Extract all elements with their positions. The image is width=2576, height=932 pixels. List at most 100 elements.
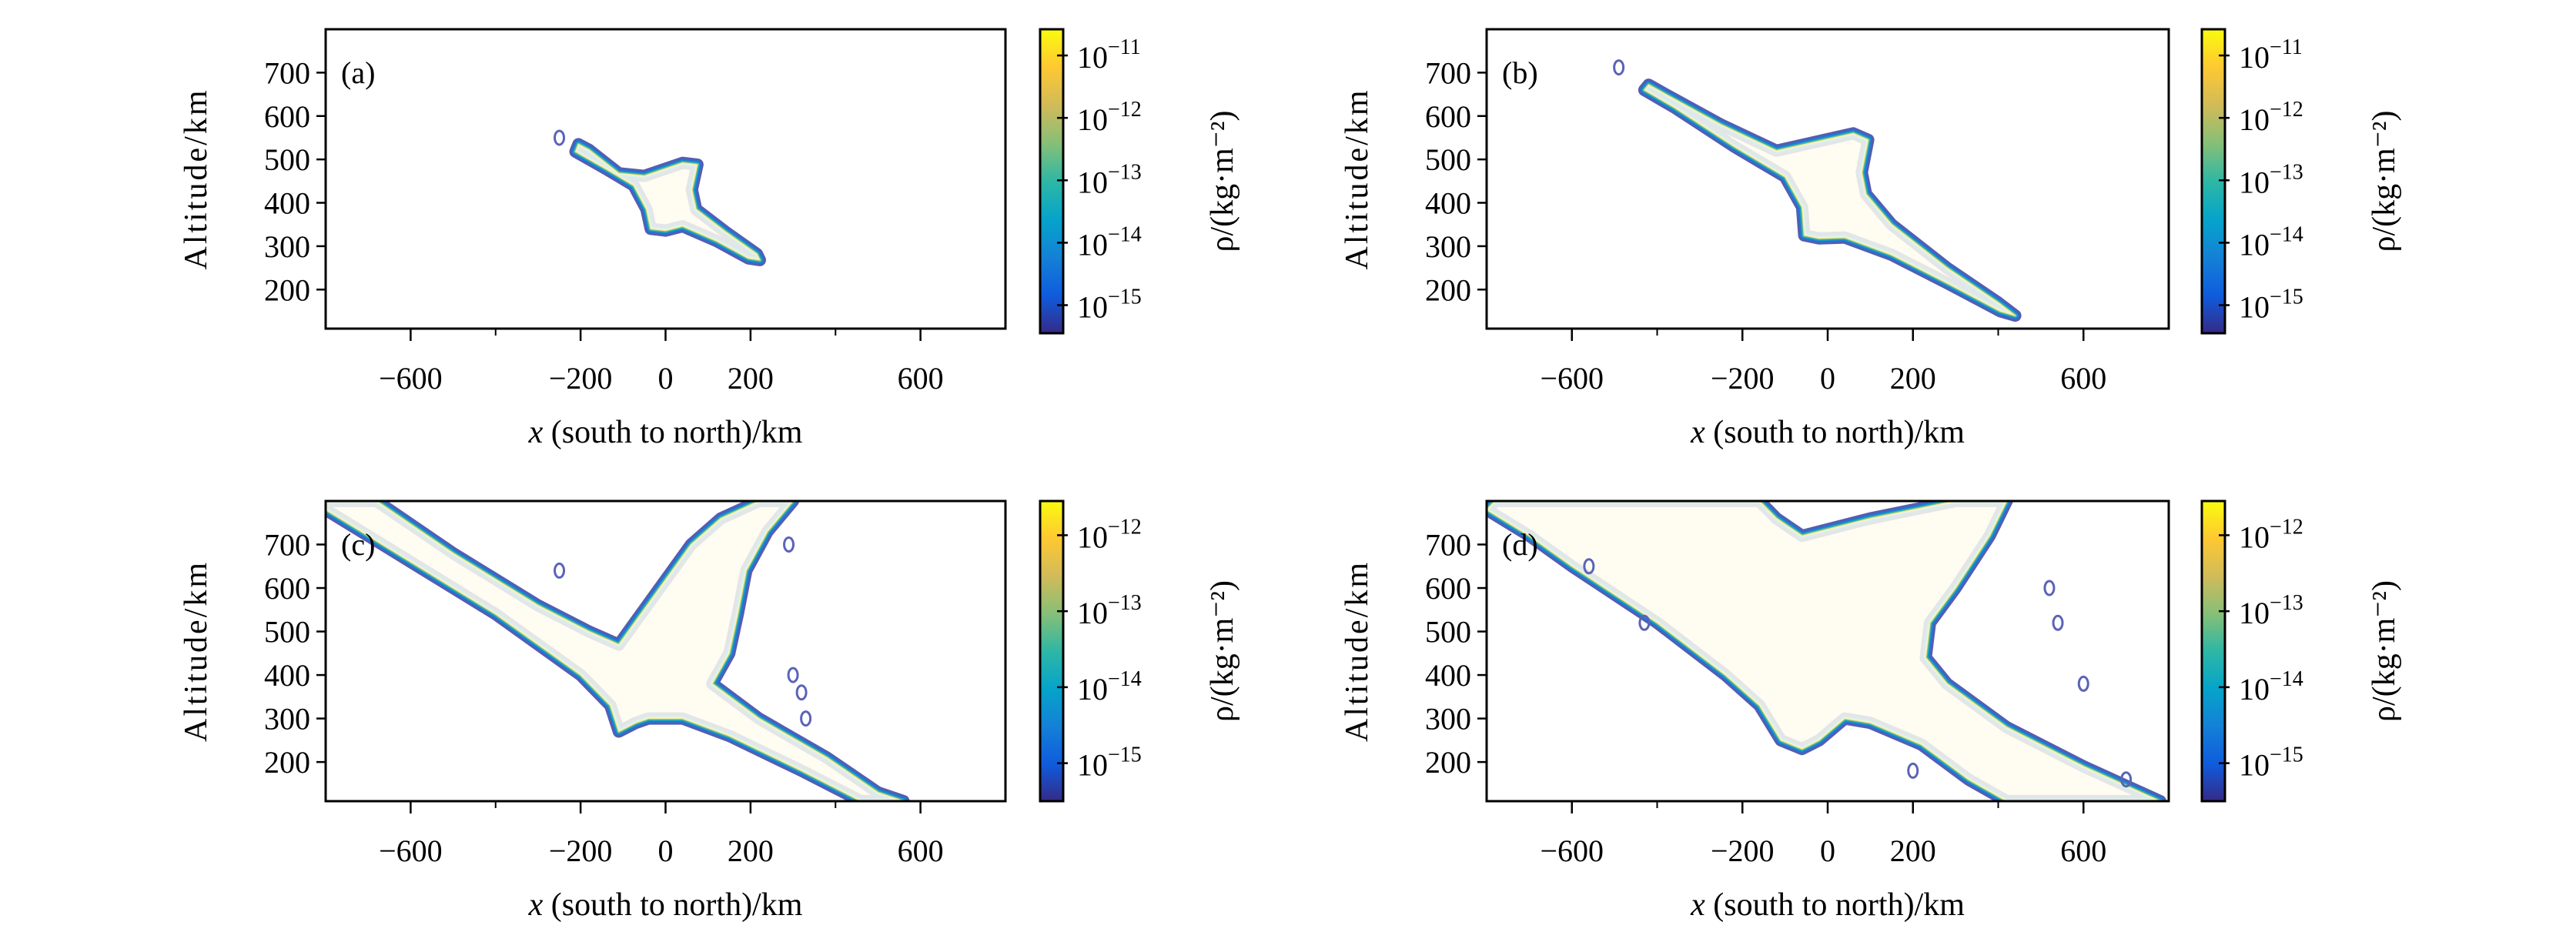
contour-blob xyxy=(2052,614,2064,631)
y-tick-label: 200 xyxy=(1425,272,1471,307)
x-tick-label: 0 xyxy=(1820,833,1835,868)
contour-line xyxy=(1644,84,2016,316)
colorbar: 10−15 10−14 10−13 10−12 10−11 ρ/(kg·m⁻²) xyxy=(2200,28,2402,335)
colorbar-tick-label: 10−15 xyxy=(1077,743,1142,783)
y-tick-label: 300 xyxy=(264,702,310,737)
colorbar-tick-label: 10−12 xyxy=(1077,515,1142,554)
panel-label: (a) xyxy=(341,55,375,90)
colorbar-tick-label: 10−13 xyxy=(1077,160,1142,199)
y-tick-label: 600 xyxy=(264,571,310,606)
y-tick-label: 400 xyxy=(264,186,310,221)
contour-blob xyxy=(783,536,795,553)
contour-blob xyxy=(787,666,799,683)
y-tick-label: 400 xyxy=(1425,658,1471,693)
colorbar-label: ρ/(kg·m⁻²) xyxy=(1205,580,1240,722)
y-tick-label: 400 xyxy=(264,658,310,693)
y-axis-label: Altitude/km xyxy=(1340,89,1375,270)
x-tick-label: −200 xyxy=(1711,361,1775,396)
y-axis-label: Altitude/km xyxy=(179,560,214,742)
y-tick-label: 700 xyxy=(264,528,310,563)
x-tick-label: 200 xyxy=(728,361,774,396)
colorbar-tick-label: 10−13 xyxy=(1077,591,1142,630)
contour-blob xyxy=(2120,771,2133,788)
colorbar-tick-label: 10−14 xyxy=(2239,222,2303,262)
colorbar-gradient xyxy=(1039,499,1065,803)
x-tick-label: −600 xyxy=(1540,833,1604,868)
x-axis-symbol: x xyxy=(528,887,544,923)
colorbar-label: ρ/(kg·m⁻²) xyxy=(2367,110,2402,252)
x-axis-label: x (south to north)/km xyxy=(528,415,803,450)
colorbar: 10−15 10−14 10−13 10−12 10−11 ρ/(kg·m⁻²) xyxy=(1039,28,1240,335)
contour-area xyxy=(326,501,910,801)
x-axis-text: (south to north)/km xyxy=(543,415,802,450)
contour-blob xyxy=(554,129,566,146)
x-tick-label: −200 xyxy=(1711,833,1775,868)
colorbar-tick-label: 10−11 xyxy=(1077,35,1141,75)
colorbar-tick-label: 10−15 xyxy=(2239,286,2303,325)
colorbar-tick-label: 10−12 xyxy=(1077,98,1142,137)
contour-blob xyxy=(1638,614,1651,631)
panel-d: −600 −200 0 200 600 200 300 400 500 600 700 (d) x (s… xyxy=(1340,499,2402,923)
y-tick-label: 600 xyxy=(1425,571,1471,606)
y-tick-label: 500 xyxy=(1425,615,1471,650)
colorbar-tick-label: 10−14 xyxy=(1077,222,1142,262)
x-tick-label: 600 xyxy=(898,361,944,396)
x-tick-label: 200 xyxy=(728,833,774,868)
x-tick-label: 0 xyxy=(658,361,674,396)
y-tick-label: 500 xyxy=(1425,142,1471,177)
contour-blob xyxy=(800,710,812,727)
x-tick-label: 600 xyxy=(2060,833,2106,868)
colorbar-gradient xyxy=(2200,499,2226,803)
x-tick-label: 0 xyxy=(1820,361,1835,396)
x-tick-label: −200 xyxy=(549,833,613,868)
x-tick-label: −600 xyxy=(1540,361,1604,396)
contour-blob xyxy=(554,562,566,579)
contour-area xyxy=(1613,59,2022,322)
panel-label: (b) xyxy=(1502,55,1538,90)
x-axis-label: x (south to north)/km xyxy=(528,887,803,923)
x-tick-label: −600 xyxy=(379,833,443,868)
colorbar: 10−15 10−14 10−13 10−12 ρ/(kg·m⁻²) xyxy=(2200,499,2402,803)
colorbar-tick-label: 10−15 xyxy=(2239,743,2303,783)
y-tick-label: 300 xyxy=(264,229,310,264)
panel-label: (c) xyxy=(341,527,375,562)
colorbar-tick-label: 10−15 xyxy=(1077,286,1142,325)
y-tick-label: 300 xyxy=(1425,702,1471,737)
contour-line xyxy=(575,143,761,261)
y-tick-label: 500 xyxy=(264,142,310,177)
x-tick-label: 600 xyxy=(898,833,944,868)
y-tick-label: 500 xyxy=(264,615,310,650)
contour-area xyxy=(554,129,767,266)
panel-a: −600 −200 0 200 600 200 300 400 500 600 700 (a) x (s… xyxy=(179,28,1240,450)
x-axis-symbol: x xyxy=(528,415,544,450)
y-tick-label: 200 xyxy=(1425,745,1471,780)
x-axis-label: x (south to north)/km xyxy=(1690,415,1965,450)
y-tick-label: 300 xyxy=(1425,229,1471,264)
y-axis-label: Altitude/km xyxy=(1340,560,1375,742)
contour-blob xyxy=(1613,59,1625,76)
y-tick-label: 700 xyxy=(264,55,310,90)
y-tick-label: 600 xyxy=(264,99,310,134)
colorbar-label: ρ/(kg·m⁻²) xyxy=(2367,580,2402,722)
panel-label: (d) xyxy=(1502,527,1538,562)
y-tick-label: 700 xyxy=(1425,55,1471,90)
colorbar-tick-label: 10−14 xyxy=(2239,667,2303,707)
contour-line xyxy=(326,501,905,801)
contour-blob xyxy=(2043,580,2056,596)
colorbar-tick-label: 10−11 xyxy=(2239,35,2303,75)
y-tick-label: 200 xyxy=(264,745,310,780)
x-axis-text: (south to north)/km xyxy=(1705,415,1965,450)
y-tick-label: 400 xyxy=(1425,186,1471,221)
x-tick-label: 0 xyxy=(658,833,674,868)
contour-area xyxy=(1487,501,2166,801)
panel-c: −600 −200 0 200 600 200 300 400 500 600 700 (c) x (s… xyxy=(179,499,1240,923)
x-axis-label: x (south to north)/km xyxy=(1690,887,1965,923)
colorbar-tick-label: 10−12 xyxy=(2239,515,2303,554)
y-tick-label: 700 xyxy=(1425,528,1471,563)
x-axis-symbol: x xyxy=(1690,887,1705,923)
colorbar-label: ρ/(kg·m⁻²) xyxy=(1205,110,1240,252)
y-axis-label: Altitude/km xyxy=(179,89,214,270)
x-tick-label: −600 xyxy=(379,361,443,396)
colorbar-tick-label: 10−12 xyxy=(2239,98,2303,137)
